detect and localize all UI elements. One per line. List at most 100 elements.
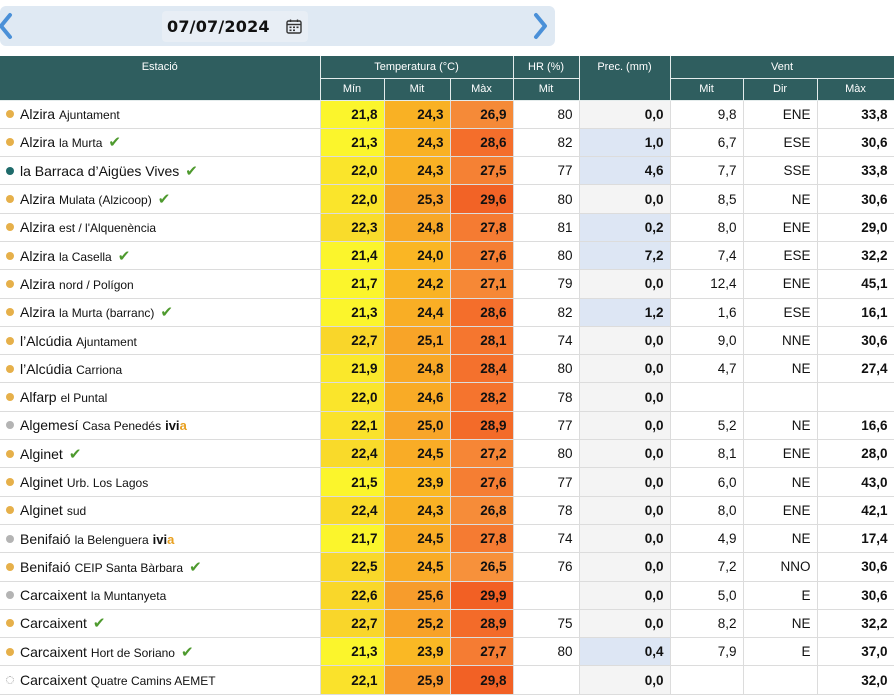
station-cell[interactable]: Carcaixent la Muntanyeta <box>0 581 321 610</box>
table-row[interactable]: l’Alcúdia Ajuntament 22,7 25,1 28,1 74 0,0 9,0 N… <box>0 326 894 356</box>
station-cell[interactable]: Alginet Urb. Los Lagos <box>0 467 321 497</box>
wind-max-cell: 32,0 <box>817 665 894 695</box>
col-wind-mit[interactable]: Mit <box>670 78 744 101</box>
table-row[interactable]: Alginet sud 22,4 24,3 26,8 78 0,0 8,0 ENE 42,1 <box>0 496 894 525</box>
temp-max-cell: 26,9 <box>450 100 514 129</box>
table-row[interactable]: la Barraca d’Aigües Vives ✔ 22,0 24,3 27,5 77… <box>0 156 894 186</box>
station-cell[interactable]: Alzira la Casella ✔ <box>0 241 321 271</box>
table-row[interactable]: Algemesí Casa Penedés ivia 22,1 25,0 28,9 77 0,… <box>0 411 894 441</box>
station-cell[interactable]: Alzira la Murta ✔ <box>0 128 321 158</box>
temp-mit-cell: 24,3 <box>384 156 451 186</box>
station-cell[interactable]: Alzira Mulata (Alzicoop) ✔ <box>0 184 321 214</box>
table-row[interactable]: l’Alcúdia Carriona 21,9 24,8 28,4 80 0,0 4,7 NE 2… <box>0 354 894 384</box>
station-location: Ajuntament <box>76 334 137 349</box>
wind-max-cell: 37,0 <box>817 637 894 667</box>
col-station[interactable]: Estació <box>0 56 321 101</box>
col-temp-min[interactable]: Mín <box>320 78 385 101</box>
wind-max-cell: 30,6 <box>817 581 894 610</box>
station-name: Alginet <box>20 445 63 462</box>
station-cell[interactable]: l’Alcúdia Ajuntament <box>0 326 321 356</box>
wind-dir-cell: SSE <box>743 156 818 186</box>
table-row[interactable]: Alginet ✔ 22,4 24,5 27,2 80 0,0 8,1 ENE 28,0 <box>0 439 894 469</box>
col-hr-mit[interactable]: Mit <box>513 78 580 101</box>
wind-mit-cell: 7,7 <box>670 156 744 186</box>
station-cell[interactable]: Alfarp el Puntal <box>0 382 321 412</box>
station-name: Alzira <box>20 247 56 264</box>
station-cell[interactable]: la Barraca d’Aigües Vives ✔ <box>0 156 321 186</box>
temp-mit-cell: 25,3 <box>384 184 451 214</box>
date-picker[interactable]: 07/07/2024 <box>162 11 308 42</box>
col-wind-dir[interactable]: Dir <box>743 78 818 101</box>
station-cell[interactable]: Algemesí Casa Penedés ivia <box>0 411 321 441</box>
table-row[interactable]: Alzira la Casella ✔ 21,4 24,0 27,6 80 7,2 7,4 ESE… <box>0 241 894 271</box>
station-cell[interactable]: Benifaió CEIP Santa Bàrbara ✔ <box>0 552 321 582</box>
wind-dir-cell: NE <box>743 354 818 384</box>
wind-max-cell: 27,4 <box>817 354 894 384</box>
table-row[interactable]: Carcaixent ✔ 22,7 25,2 28,9 75 0,0 8,2 NE 32,2 <box>0 609 894 639</box>
verified-check-icon: ✔ <box>180 643 194 661</box>
station-status-dot-icon <box>6 308 14 317</box>
precipitation-cell: 0,0 <box>579 552 671 582</box>
table-row[interactable]: Benifaió CEIP Santa Bàrbara ✔ 22,5 24,5 26,5 7… <box>0 552 894 582</box>
temp-max-cell: 26,8 <box>450 496 514 525</box>
temp-min-cell: 22,4 <box>320 496 385 525</box>
humidity-cell: 76 <box>513 552 580 582</box>
table-row[interactable]: Alzira la Murta ✔ 21,3 24,3 28,6 82 1,0 6,7 ESE 30… <box>0 128 894 158</box>
precipitation-cell: 0,0 <box>579 269 671 299</box>
station-location: Urb. Los Lagos <box>66 476 149 490</box>
temp-max-cell: 28,6 <box>450 128 514 158</box>
temp-max-cell: 27,6 <box>450 241 514 271</box>
temp-max-cell: 27,6 <box>450 467 514 497</box>
station-cell[interactable]: Carcaixent Hort de Soriano ✔ <box>0 637 321 667</box>
table-row[interactable]: Carcaixent Hort de Soriano ✔ 21,3 23,9 27,7 80… <box>0 637 894 667</box>
temp-max-cell: 28,9 <box>450 411 514 441</box>
wind-mit-cell: 8,0 <box>670 213 744 242</box>
station-cell[interactable]: Carcaixent Quatre Camins AEMET <box>0 665 321 695</box>
table-row[interactable]: Alzira nord / Polígon 21,7 24,2 27,1 79 0,0 12,… <box>0 269 894 299</box>
temp-min-cell: 22,3 <box>320 213 385 242</box>
station-name: Alzira <box>20 304 56 321</box>
col-prec[interactable]: Prec. (mm) <box>579 56 671 101</box>
table-row[interactable]: Alzira Mulata (Alzicoop) ✔ 22,0 25,3 29,6 80 0,… <box>0 184 894 214</box>
table-row[interactable]: Alzira Ajuntament 21,8 24,3 26,9 80 0,0 9,8 ENE 3… <box>0 100 894 129</box>
temp-mit-cell: 25,6 <box>384 581 451 610</box>
col-wind-max[interactable]: Màx <box>817 78 894 101</box>
station-cell[interactable]: Alginet sud <box>0 496 321 525</box>
wind-mit-cell: 8,1 <box>670 439 744 469</box>
station-cell[interactable]: Benifaió la Belenguera ivia <box>0 524 321 554</box>
station-cell[interactable]: Alzira est / l'Alquenència <box>0 213 321 242</box>
table-row[interactable]: Alfarp el Puntal 22,0 24,6 28,2 78 0,0 <box>0 382 894 412</box>
previous-day-arrow-icon[interactable] <box>0 12 16 40</box>
table-row[interactable]: Carcaixent la Muntanyeta 22,6 25,6 29,9 0,0 5,… <box>0 581 894 610</box>
station-cell[interactable]: l’Alcúdia Carriona <box>0 354 321 384</box>
col-temp-max[interactable]: Màx <box>450 78 514 101</box>
table-row[interactable]: Benifaió la Belenguera ivia 21,7 24,5 27,8 74 0… <box>0 524 894 554</box>
station-cell[interactable]: Alginet ✔ <box>0 439 321 469</box>
humidity-cell: 80 <box>513 100 580 129</box>
station-cell[interactable]: Carcaixent ✔ <box>0 609 321 639</box>
temp-max-cell: 27,8 <box>450 524 514 554</box>
wind-mit-cell: 5,0 <box>670 581 744 610</box>
station-cell[interactable]: Alzira nord / Polígon <box>0 269 321 299</box>
wind-max-cell: 16,1 <box>817 298 894 327</box>
station-name: l’Alcúdia <box>20 360 73 377</box>
temp-mit-cell: 25,2 <box>384 609 451 639</box>
calendar-icon[interactable] <box>286 19 302 34</box>
table-row[interactable]: Carcaixent Quatre Camins AEMET 22,1 25,9 29,… <box>0 665 894 695</box>
table-row[interactable]: Alginet Urb. Los Lagos 21,5 23,9 27,6 77 0,0 6,… <box>0 467 894 497</box>
next-day-arrow-icon[interactable] <box>530 12 550 40</box>
date-value: 07/07/2024 <box>167 17 270 36</box>
station-cell[interactable]: Alzira la Murta (barranc) ✔ <box>0 298 321 327</box>
col-temp-mit[interactable]: Mit <box>384 78 451 101</box>
temp-mit-cell: 24,5 <box>384 439 451 469</box>
precipitation-cell: 0,0 <box>579 184 671 214</box>
table-row[interactable]: Alzira est / l'Alquenència 22,3 24,8 27,8 81 0… <box>0 213 894 242</box>
temp-min-cell: 22,7 <box>320 609 385 639</box>
temp-min-cell: 21,7 <box>320 524 385 554</box>
table-row[interactable]: Alzira la Murta (barranc) ✔ 21,3 24,4 28,6 82 1… <box>0 298 894 327</box>
temp-min-cell: 22,0 <box>320 156 385 186</box>
humidity-cell: 82 <box>513 128 580 158</box>
station-name: Alzira <box>20 275 56 292</box>
station-cell[interactable]: Alzira Ajuntament <box>0 100 321 129</box>
precipitation-cell: 0,0 <box>579 354 671 384</box>
